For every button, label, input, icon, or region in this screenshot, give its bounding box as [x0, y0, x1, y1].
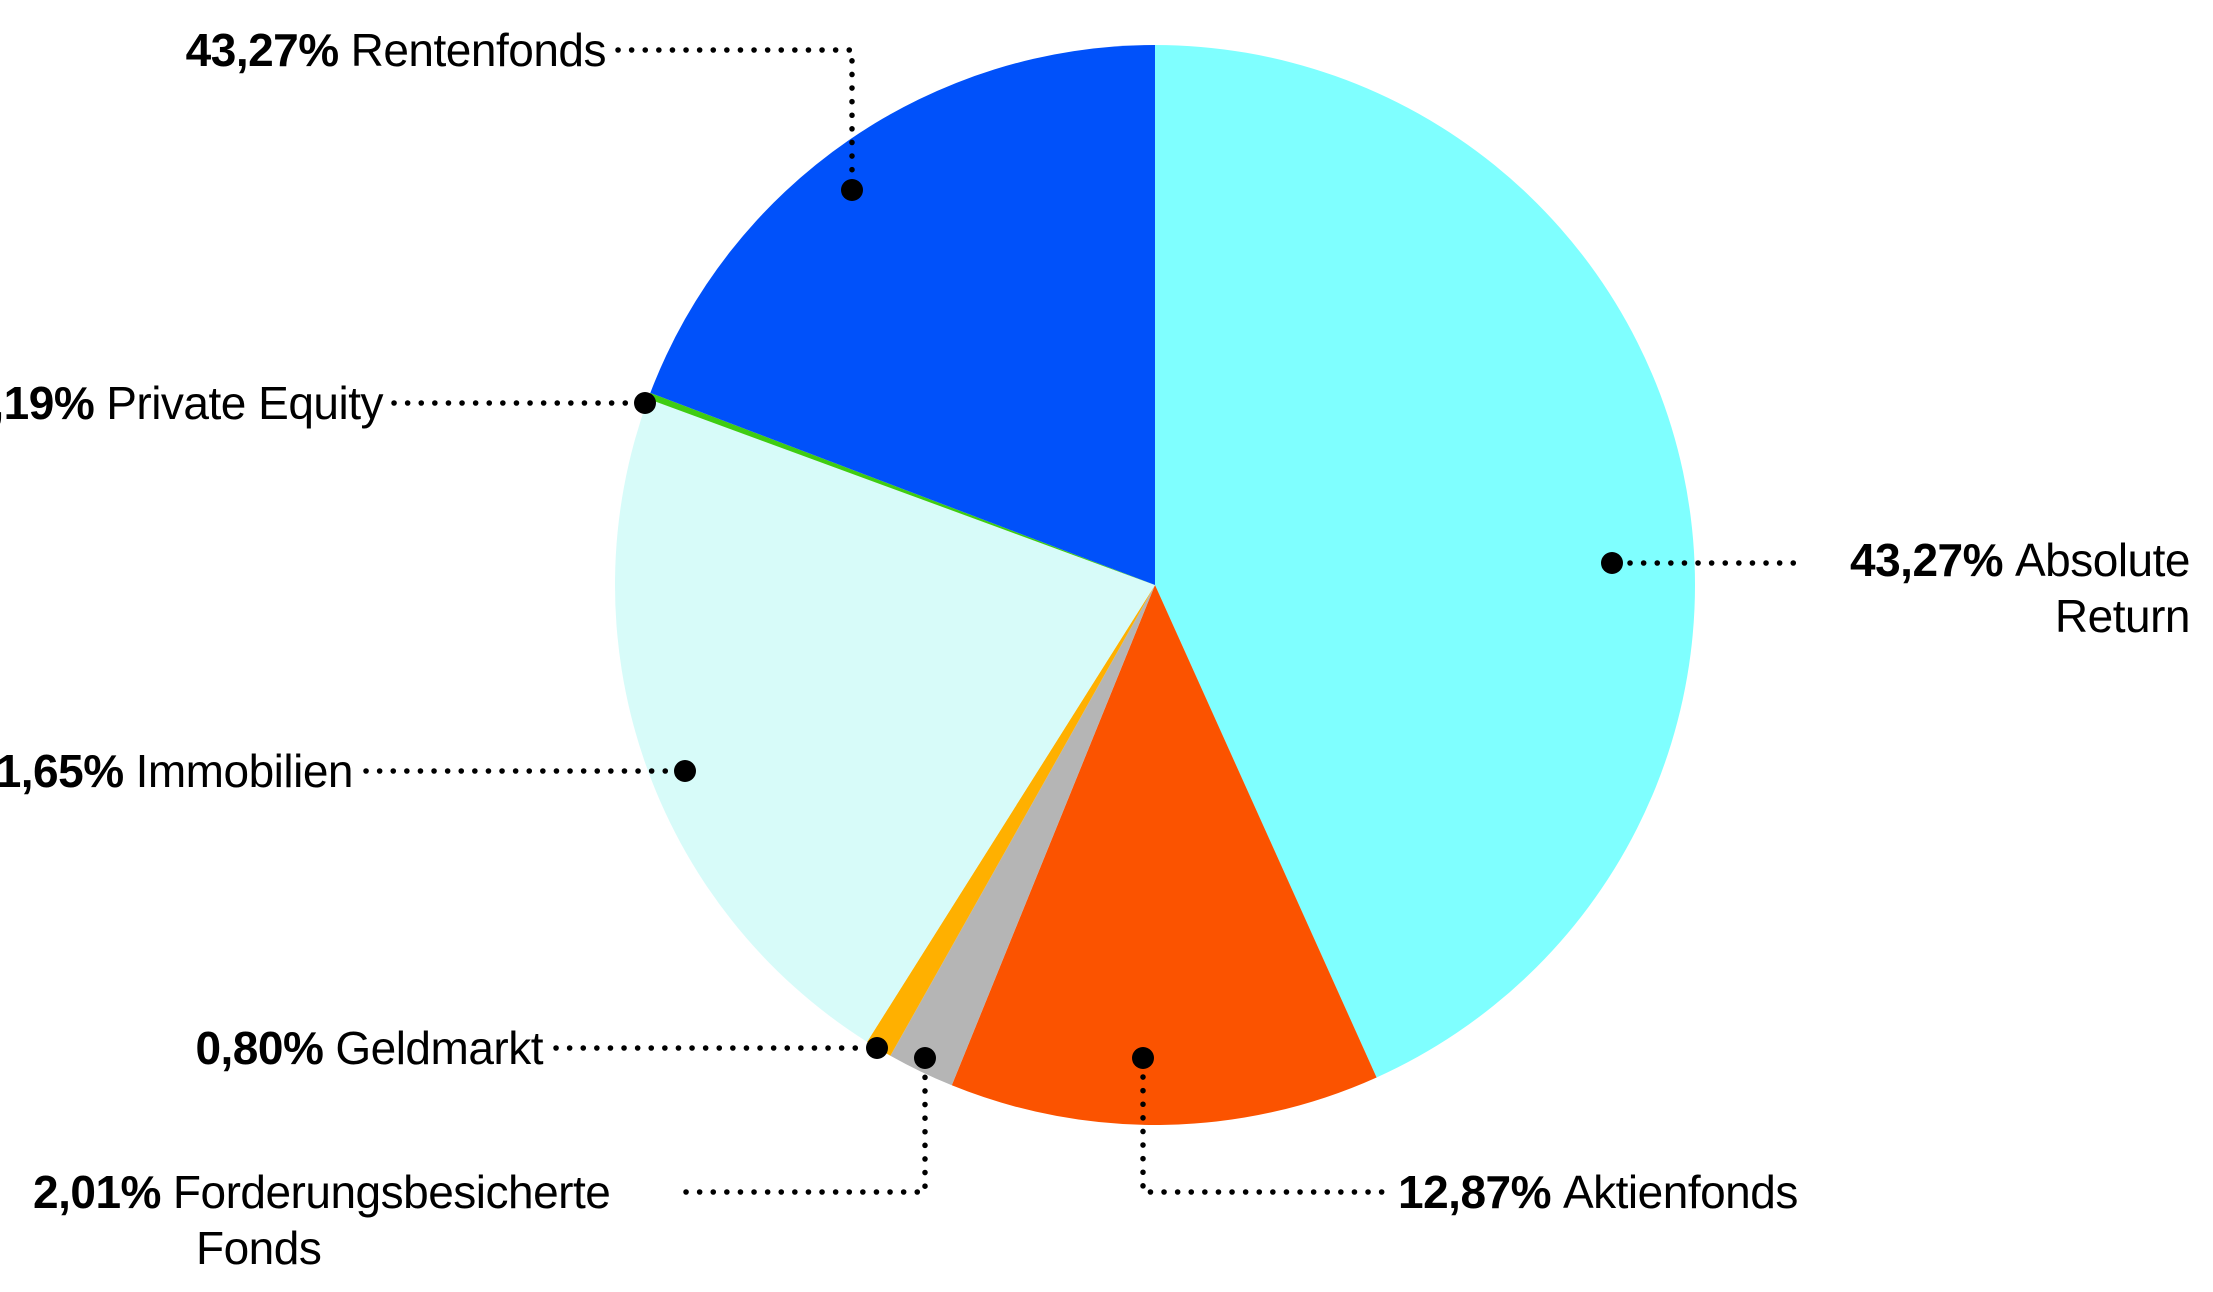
pie-slice-rentenfonds — [650, 44, 1155, 585]
label-absolute-return: 43,27% Absolute Return — [1850, 532, 2190, 644]
label-absolute-return-text: Absolute — [2014, 534, 2191, 586]
label-forderungsbesicherte-line1: 2,01% Forderungsbesicherte — [33, 1164, 611, 1220]
label-aktienfonds-text: Aktienfonds — [1562, 1166, 1798, 1218]
pie-slice-absolute-return — [1155, 45, 1696, 1078]
leader-line-aktienfonds — [1140, 1074, 1389, 1195]
label-rentenfonds: 43,27% Rentenfonds — [185, 22, 607, 78]
label-forderungsbesicherte-line2: Fonds — [196, 1222, 322, 1274]
label-immobilien: 21,65%Immobilien — [0, 743, 354, 799]
label-geldmarkt: 0,80% Geldmarkt — [195, 1020, 543, 1076]
leader-line-rentenfonds — [615, 47, 855, 176]
leader-dot-immobilien — [674, 760, 696, 782]
label-aktienfonds: 12,87% Aktienfonds — [1398, 1164, 1798, 1220]
leader-dot-forderungsbesicherte — [914, 1047, 936, 1069]
label-private-equity-text: Private Equity — [106, 377, 383, 429]
label-geldmarkt-text: Geldmarkt — [335, 1022, 543, 1074]
label-absolute-return-line2: Return — [2054, 590, 2191, 642]
label-geldmarkt-pct: 0,80% — [195, 1022, 324, 1074]
label-forderungsbesicherte-text: Forderungsbesicherte — [172, 1166, 611, 1218]
pie-slice-geldmarkt — [867, 585, 1155, 1056]
pie-slice-aktienfonds — [951, 585, 1377, 1126]
leader-dot-private-equity — [634, 392, 656, 414]
label-absolute-return-pct: 43,27% — [1850, 534, 2004, 586]
leader-dot-absolute-return — [1601, 552, 1623, 574]
leader-dot-rentenfonds — [841, 179, 863, 201]
label-rentenfonds-pct: 43,27% — [185, 24, 340, 76]
pie-slice-forderungsbesicherte-fonds — [890, 585, 1155, 1086]
label-immobilien-pct: 21,65% — [0, 745, 124, 797]
pie-slices-group — [614, 44, 1696, 1126]
pie-slice-private-equity — [648, 392, 1155, 585]
label-absolute-return-line1: 43,27% Absolute — [1850, 532, 2190, 588]
pie-slice-immobilien — [614, 398, 1155, 1042]
label-forderungsbesicherte-fonds: 2,01% Forderungsbesicherte Fonds — [33, 1164, 611, 1276]
leader-dot-aktienfonds — [1132, 1047, 1154, 1069]
label-aktienfonds-pct: 12,87% — [1398, 1166, 1552, 1218]
label-forderungsbesicherte-pct: 2,01% — [33, 1166, 161, 1218]
leader-line-forderungsbesicherte — [683, 1074, 928, 1195]
leader-dot-geldmarkt — [866, 1037, 888, 1059]
label-immobilien-text: Immobilien — [135, 745, 354, 797]
label-rentenfonds-text: Rentenfonds — [350, 24, 607, 76]
label-private-equity: 0,19%Private Equity — [0, 375, 383, 431]
label-private-equity-pct: 0,19% — [0, 377, 95, 429]
